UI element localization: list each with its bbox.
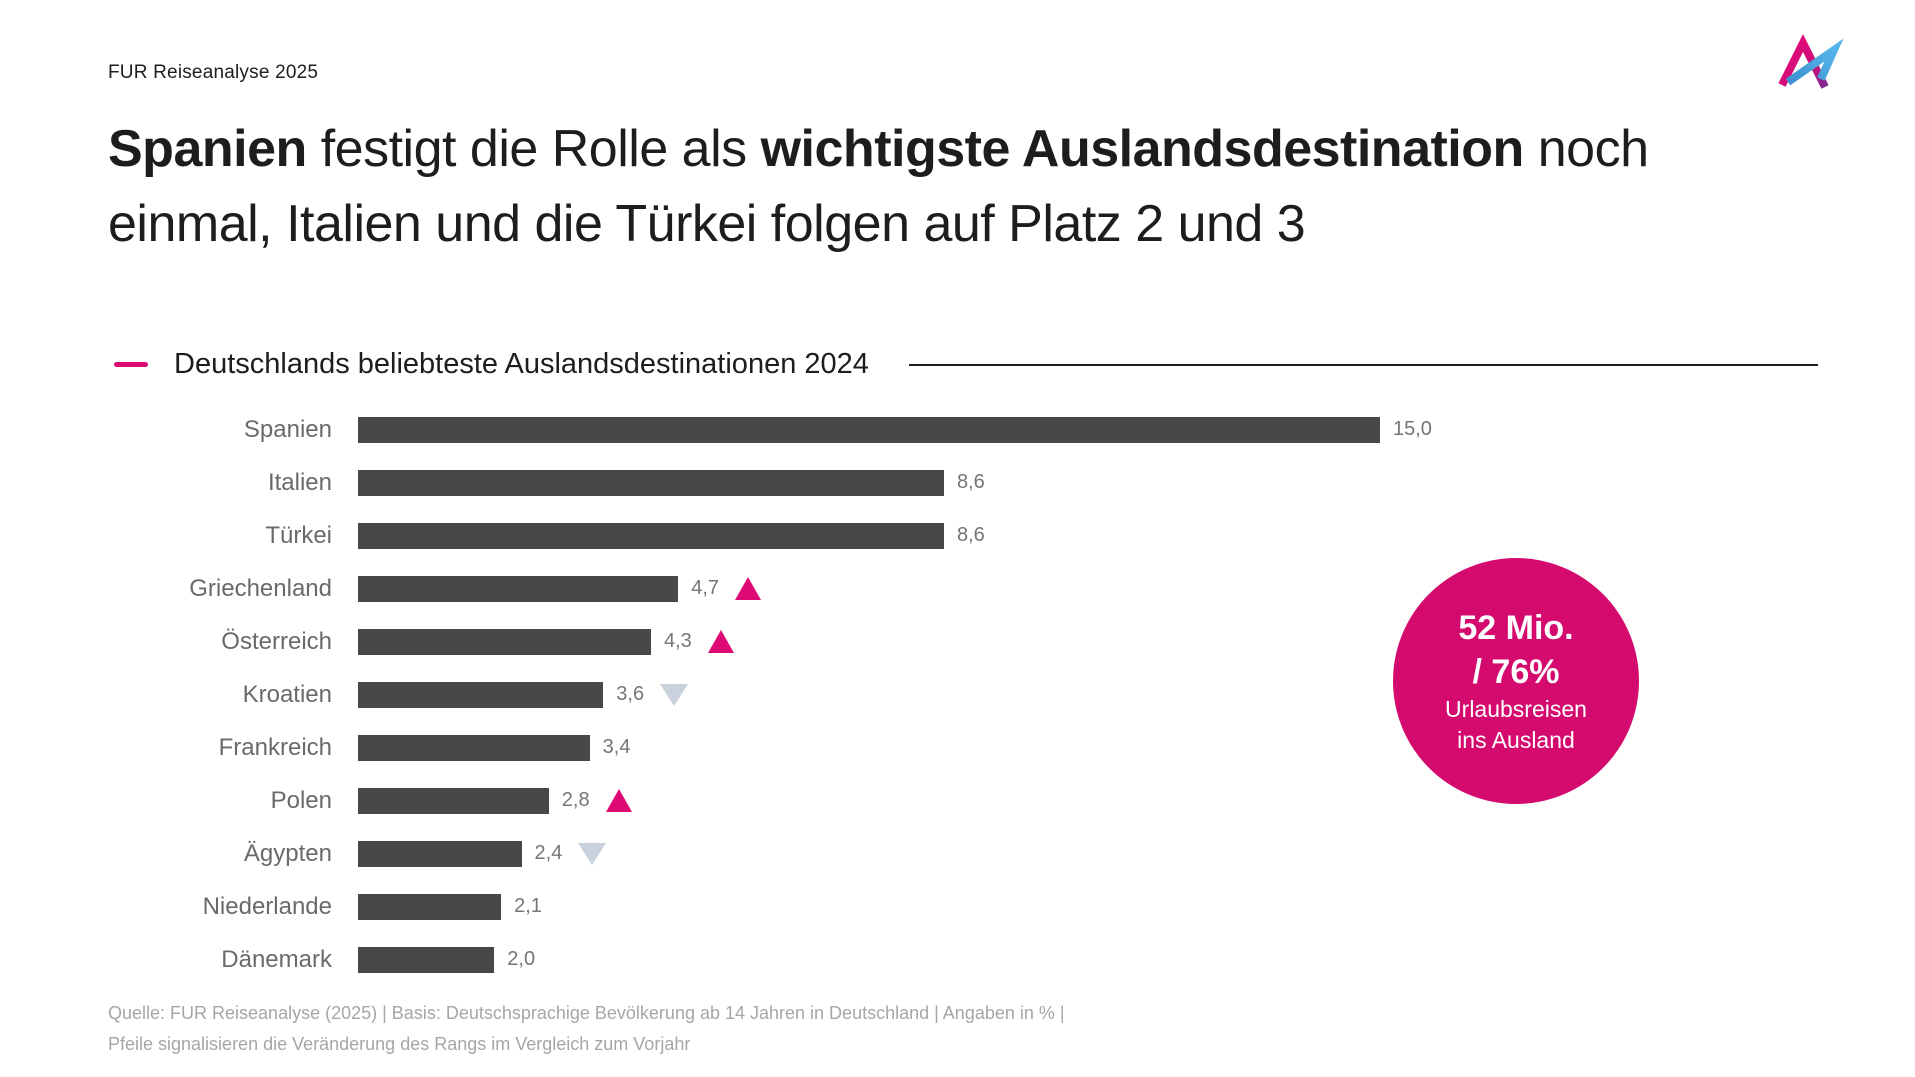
- bar-label: Österreich: [221, 627, 332, 655]
- bar-area: 3,4: [358, 734, 1380, 761]
- bar-area: 2,4: [358, 840, 1380, 867]
- badge-caption-line2: ins Ausland: [1457, 727, 1575, 753]
- bar: [358, 893, 502, 920]
- bar-value: 2,1: [514, 895, 542, 917]
- bar-row: Dänemark 2,0: [108, 933, 1868, 986]
- source-note: Quelle: FUR Reiseanalyse (2025) | Basis:…: [108, 998, 1065, 1060]
- fur-logo-icon: [1778, 34, 1844, 89]
- bar: [358, 681, 604, 708]
- bar-label: Dänemark: [221, 945, 332, 973]
- bar-area: 3,6: [358, 681, 1380, 708]
- header-label: FUR Reiseanalyse 2025: [108, 62, 319, 83]
- rank-down-icon: [578, 842, 607, 865]
- chart-title: Deutschlands beliebteste Auslandsdestina…: [174, 348, 869, 380]
- bar-value: 4,3: [663, 630, 692, 652]
- bar: [358, 628, 651, 655]
- chart-header: Deutschlands beliebteste Auslandsdestina…: [114, 348, 1818, 381]
- bar-value: 3,6: [616, 683, 645, 705]
- bar-label: Türkei: [265, 521, 332, 549]
- bar-value: 15,0: [1393, 418, 1432, 440]
- title-segment: festigt die Rolle als: [306, 120, 761, 178]
- bar-label: Niederlande: [202, 892, 332, 920]
- bar: [358, 416, 1380, 443]
- bar-area: 2,1: [358, 893, 1380, 920]
- bar-area: 8,6: [358, 522, 1380, 549]
- title-segment: noch: [1523, 120, 1649, 178]
- source-note-line2: Pfeile signalisieren die Veränderung des…: [108, 1034, 691, 1054]
- bar: [358, 575, 679, 602]
- badge-value-mio: 52 Mio.: [1458, 609, 1574, 647]
- source-note-line1: Quelle: FUR Reiseanalyse (2025) | Basis:…: [108, 1003, 1065, 1023]
- bar-row: Spanien 15,0: [108, 403, 1868, 456]
- bar-value: 4,7: [691, 577, 720, 599]
- bar: [358, 787, 549, 814]
- bar-value: 2,4: [534, 842, 563, 864]
- bar-area: 4,7: [358, 575, 1380, 602]
- bar: [358, 734, 590, 761]
- title-segment-bold: Spanien: [108, 120, 307, 178]
- rank-up-icon: [605, 789, 632, 812]
- bar: [358, 469, 944, 496]
- title-segment: einmal, Italien und die Türkei folgen au…: [108, 195, 1306, 253]
- title-line: einmal, Italien und die Türkei folgen au…: [108, 187, 1808, 262]
- bar-label: Frankreich: [218, 733, 332, 761]
- bar-value: 8,6: [956, 524, 985, 546]
- bar-area: 2,0: [358, 946, 1380, 973]
- bar-row: Österreich 4,3: [108, 615, 1868, 668]
- title-line: Spanien festigt die Rolle als wichtigste…: [108, 112, 1808, 187]
- bar-area: 8,6: [358, 469, 1380, 496]
- bar-value: 2,8: [561, 789, 590, 811]
- bar-area: 15,0: [358, 416, 1432, 443]
- bar-value: 8,6: [956, 471, 985, 493]
- bar-label: Spanien: [243, 415, 332, 443]
- subtitle-rule: [908, 363, 1818, 366]
- bar-row: Ägypten 2,4: [108, 827, 1868, 880]
- bar-area: 2,8: [358, 787, 1380, 814]
- rank-up-icon: [735, 577, 762, 600]
- bar-chart: Spanien 15,0 Italien 8,6 Türkei 8,6 Griechenla…: [108, 403, 1868, 986]
- slide-title: Spanien festigt die Rolle als wichtigste…: [108, 112, 1808, 262]
- subtitle-dash-icon: [114, 362, 148, 367]
- bar: [358, 946, 495, 973]
- rank-up-icon: [707, 630, 734, 653]
- bar-row: Polen 2,8: [108, 774, 1868, 827]
- badge-value-percent: / 76%: [1472, 653, 1560, 691]
- bar-value: 3,4: [602, 736, 631, 758]
- rank-down-icon: [660, 683, 689, 706]
- bar-row: Türkei 8,6: [108, 509, 1868, 562]
- bar-label: Italien: [267, 468, 332, 496]
- bar: [358, 840, 522, 867]
- bar-label: Kroatien: [242, 680, 332, 708]
- bar-row: Frankreich 3,4: [108, 721, 1868, 774]
- bar-label: Polen: [270, 786, 332, 814]
- bar: [358, 522, 944, 549]
- bar-area: 4,3: [358, 628, 1380, 655]
- bar-row: Kroatien 3,6: [108, 668, 1868, 721]
- stat-badge: 52 Mio. / 76% Urlaubsreisen ins Ausland: [1393, 558, 1639, 804]
- bar-row: Niederlande 2,1: [108, 880, 1868, 933]
- title-segment-bold: wichtigste Auslandsdestination: [760, 120, 1525, 178]
- bar-value: 2,0: [507, 948, 536, 970]
- badge-caption-line1: Urlaubsreisen: [1445, 696, 1587, 722]
- bar-row: Griechenland 4,7: [108, 562, 1868, 615]
- bar-label: Ägypten: [243, 839, 332, 867]
- bar-row: Italien 8,6: [108, 456, 1868, 509]
- bar-label: Griechenland: [189, 574, 332, 602]
